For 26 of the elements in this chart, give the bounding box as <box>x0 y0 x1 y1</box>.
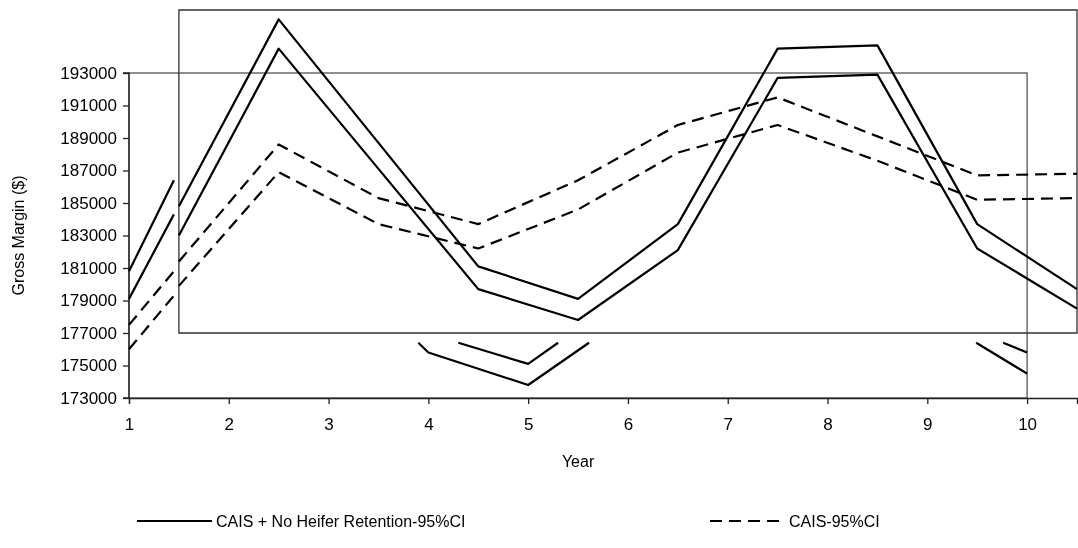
x-tick-label: 9 <box>923 415 933 435</box>
x-tick-label: 2 <box>224 415 235 435</box>
x-axis-title: Year <box>561 453 595 470</box>
y-tick-label: 185000 <box>60 193 117 213</box>
x-tick-label: 5 <box>523 415 534 435</box>
y-tick-label: 179000 <box>60 291 117 311</box>
x-tick-label: 3 <box>324 415 334 435</box>
y-tick-label: 181000 <box>60 258 117 278</box>
y-tick-label: 183000 <box>60 226 117 246</box>
y-tick-label: 187000 <box>60 161 117 181</box>
x-tick-label: 8 <box>823 415 833 435</box>
legend-label: CAIS + No Heifer Retention-95%CI <box>216 513 466 530</box>
x-tick-label: 6 <box>623 415 634 435</box>
y-axis-title: Gross Margin ($) <box>10 175 27 296</box>
y-tick-label: 173000 <box>60 388 117 408</box>
y-tick-label: 191000 <box>60 96 117 116</box>
line-series <box>177 47 1078 322</box>
x-tick-label: 7 <box>723 415 733 435</box>
legend-label: CAIS-95%CI <box>789 513 880 530</box>
y-tick-label: 189000 <box>60 128 117 148</box>
x-tick-label: 10 <box>1018 415 1038 435</box>
x-tick-label: 1 <box>124 415 135 435</box>
y-tick-label: 193000 <box>60 63 117 83</box>
y-tick-label: 177000 <box>60 323 117 343</box>
y-tick-label: 175000 <box>60 356 117 376</box>
x-tick-label: 4 <box>424 415 434 435</box>
